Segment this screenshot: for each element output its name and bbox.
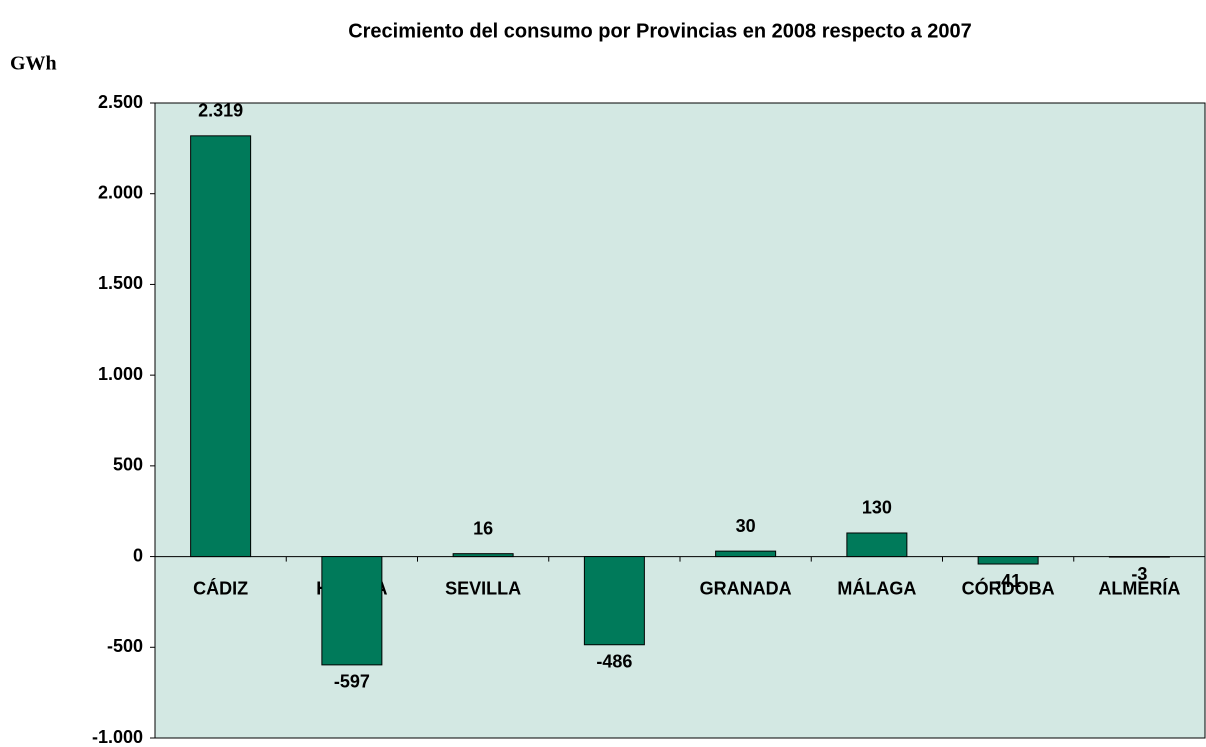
value-label: -3: [1131, 564, 1147, 584]
bar: [846, 532, 908, 558]
bar: [190, 135, 252, 558]
y-tick-label: 500: [113, 455, 143, 475]
bar: [977, 556, 1039, 565]
x-tick-label: CÓRDOBA: [962, 577, 1055, 598]
bar: [715, 550, 777, 558]
value-label: -486: [596, 651, 632, 671]
chart-title: Crecimiento del consumo por Provincias e…: [348, 20, 972, 42]
x-tick-label: GRANADA: [700, 578, 792, 598]
value-label: 16: [473, 518, 493, 538]
y-tick-label: -500: [107, 636, 143, 656]
value-label: 130: [862, 498, 892, 518]
value-label: -41: [995, 571, 1021, 591]
y-tick-label: -1.000: [92, 727, 143, 747]
y-tick-label: 1.000: [98, 364, 143, 384]
y-tick-label: 2.500: [98, 92, 143, 112]
x-tick-label: CÁDIZ: [193, 577, 248, 598]
bar: [1108, 556, 1170, 558]
value-label: 2.319: [198, 101, 243, 121]
x-tick-label: ALMERÍA: [1098, 577, 1180, 598]
bar: [321, 556, 383, 666]
y-tick-label: 0: [133, 545, 143, 565]
value-label: 30: [736, 516, 756, 536]
value-label: -597: [334, 672, 370, 692]
x-tick-label: MÁLAGA: [837, 577, 916, 598]
x-tick-label: SEVILLA: [445, 578, 521, 598]
bar: [583, 556, 645, 646]
y-axis-label: GWh: [10, 53, 57, 75]
y-tick-label: 2.000: [98, 182, 143, 202]
plot-area: [154, 102, 1206, 739]
bar: [452, 553, 514, 558]
y-tick-label: 1.500: [98, 273, 143, 293]
